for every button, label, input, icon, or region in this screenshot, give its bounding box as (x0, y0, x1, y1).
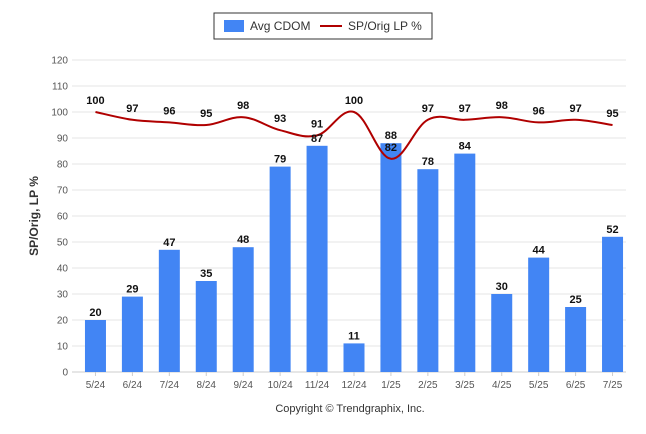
x-tick-label: 6/24 (123, 380, 143, 391)
x-tick-label: 8/24 (197, 380, 217, 391)
x-tick-label: 1/25 (381, 380, 401, 391)
x-tick-label: 5/25 (529, 380, 549, 391)
bar (269, 166, 291, 372)
x-tick-label: 6/25 (566, 380, 586, 391)
line-value-label: 95 (606, 108, 618, 120)
bar-value-label: 88 (385, 130, 397, 142)
x-tick-label: 12/24 (341, 380, 366, 391)
bar (158, 249, 180, 372)
line-value-label: 97 (459, 103, 471, 115)
line-value-label: 91 (311, 118, 323, 130)
bar (417, 169, 439, 372)
bar-value-label: 78 (422, 156, 434, 168)
x-tick-label: 9/24 (233, 380, 253, 391)
y-axis-title: SP/Orig, LP % (27, 176, 41, 256)
line-value-label: 100 (345, 95, 363, 107)
bar-data-labels: 20 29 47 35 48 79 87 11 88 78 84 30 44 25 52 (89, 130, 618, 342)
bar (380, 143, 402, 372)
bar-value-label: 30 (496, 281, 508, 293)
x-tick-label: 5/24 (86, 380, 106, 391)
bar-value-label: 20 (89, 307, 101, 319)
legend: Avg CDOM SP/Orig LP % (213, 12, 433, 40)
y-tick-label: 40 (57, 264, 69, 275)
bar-value-label: 79 (274, 154, 286, 166)
bar-value-label: 29 (126, 284, 138, 296)
bar-series (84, 143, 624, 372)
line-value-label: 98 (237, 100, 249, 112)
x-tick-label: 11/24 (305, 380, 330, 391)
sp-orig-lp-line (95, 110, 613, 160)
line-value-label: 97 (422, 103, 434, 115)
bar (232, 247, 254, 372)
bar (343, 343, 365, 372)
line-data-labels: 100 97 96 95 98 93 91 100 82 97 97 98 96 97 95 (86, 95, 618, 154)
x-tick-label: 7/24 (160, 380, 180, 391)
line-value-label: 95 (200, 108, 212, 120)
x-axis-ticks: 5/24 6/24 7/24 8/24 9/24 10/24 11/24 12/24 1/25 2… (86, 372, 623, 391)
legend-line-label: SP/Orig LP % (348, 19, 422, 33)
bar (491, 294, 513, 372)
bar-value-label: 84 (459, 141, 472, 153)
bar (454, 153, 476, 372)
bar (528, 257, 550, 372)
bar-value-label: 52 (606, 224, 618, 236)
legend-bar-swatch (224, 20, 244, 32)
bar-value-label: 35 (200, 268, 212, 280)
x-tick-label: 3/25 (455, 380, 475, 391)
x-tick-label: 10/24 (268, 380, 293, 391)
line-series (95, 110, 613, 160)
y-tick-label: 60 (57, 212, 69, 223)
x-tick-label: 2/25 (418, 380, 438, 391)
y-tick-label: 0 (62, 368, 68, 379)
y-tick-label: 30 (57, 290, 69, 301)
line-value-label: 96 (533, 105, 545, 117)
bar-value-label: 11 (348, 330, 360, 342)
bar-value-label: 87 (311, 133, 323, 145)
bar-value-label: 25 (569, 294, 581, 306)
y-tick-label: 100 (51, 108, 68, 119)
bar-value-label: 48 (237, 234, 249, 246)
y-tick-label: 20 (57, 316, 69, 327)
line-value-label: 97 (126, 103, 138, 115)
y-tick-label: 10 (57, 342, 69, 353)
y-tick-label: 120 (51, 56, 68, 67)
x-tick-label: 7/25 (603, 380, 623, 391)
bar-value-label: 44 (533, 245, 546, 257)
line-value-label: 97 (569, 103, 581, 115)
bar (306, 145, 328, 372)
line-value-label: 98 (496, 100, 508, 112)
y-tick-label: 70 (57, 186, 69, 197)
y-axis-ticks: 0 10 20 30 40 50 60 70 80 90 100 110 120 (51, 56, 68, 379)
line-value-label: 93 (274, 113, 286, 125)
legend-bar-label: Avg CDOM (250, 19, 310, 33)
bar (195, 281, 217, 372)
y-tick-label: 90 (57, 134, 69, 145)
y-tick-label: 80 (57, 160, 69, 171)
bar (121, 296, 143, 372)
line-value-label: 100 (86, 95, 104, 107)
bar (84, 320, 106, 372)
y-tick-label: 50 (57, 238, 69, 249)
y-tick-label: 110 (52, 82, 68, 93)
copyright-text: Copyright © Trendgraphix, Inc. (275, 403, 424, 415)
bar (565, 307, 587, 372)
x-tick-label: 4/25 (492, 380, 512, 391)
bar-value-label: 47 (163, 237, 175, 249)
bar (602, 236, 624, 372)
line-value-label: 82 (385, 142, 397, 154)
line-value-label: 96 (163, 105, 175, 117)
